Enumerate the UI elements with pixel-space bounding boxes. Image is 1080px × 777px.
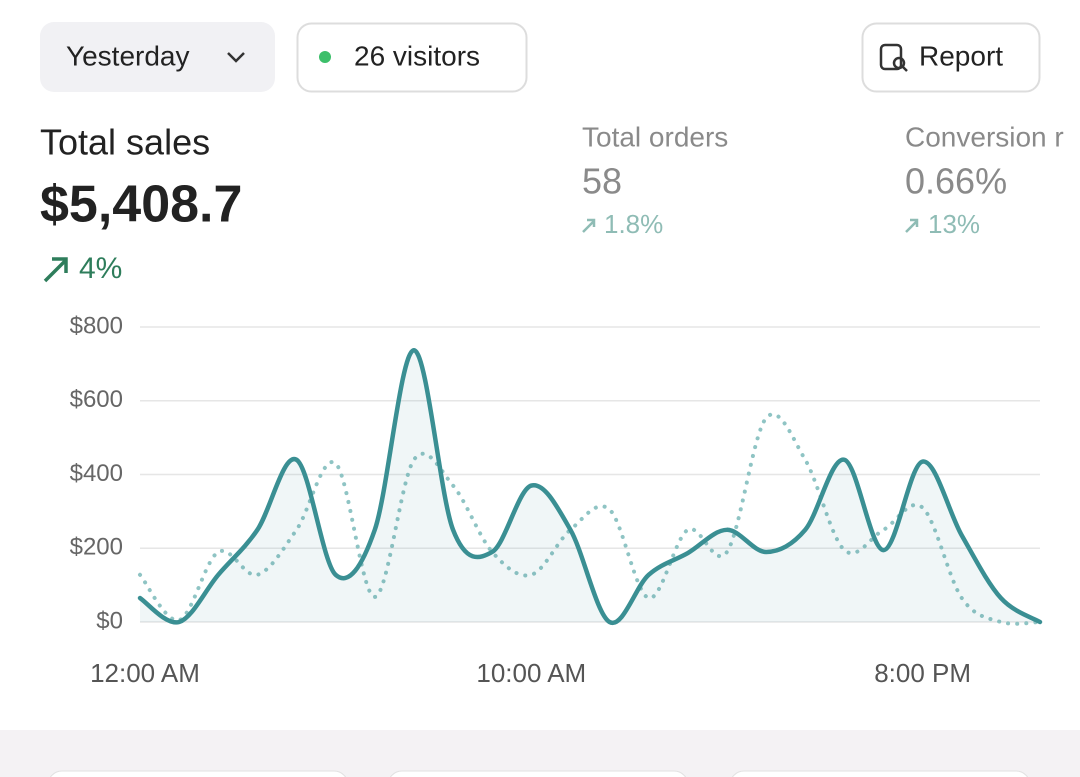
period-label: Yesterday [66, 40, 190, 71]
card[interactable] [48, 770, 348, 777]
y-tick-label: $600 [70, 386, 123, 413]
x-tick-label: 12:00 AM [90, 658, 200, 688]
card[interactable] [730, 770, 1030, 777]
metric-value: $5,408.7 [40, 176, 242, 234]
y-tick-label: $0 [96, 607, 123, 634]
y-tick-label: $400 [70, 460, 123, 487]
metric-value: 58 [582, 161, 622, 202]
x-tick-label: 10:00 AM [476, 658, 586, 688]
y-tick-label: $200 [70, 534, 123, 561]
metric-change: 1.8% [604, 209, 663, 239]
up-arrow [582, 218, 596, 233]
report-icon [879, 43, 908, 72]
metric-label: Conversion r [905, 121, 1064, 152]
metric-value: 0.66% [905, 161, 1007, 202]
visitors-button[interactable] [296, 22, 528, 93]
line [137, 347, 1043, 625]
period-button[interactable] [40, 22, 275, 92]
x-tick-label: 8:00 PM [874, 658, 971, 688]
chevron [227, 52, 245, 63]
metric-label: Total orders [582, 121, 728, 152]
report-label: Report [919, 40, 1003, 71]
report-button[interactable] [861, 22, 1041, 93]
card[interactable] [388, 770, 688, 777]
metric-change: 4% [79, 252, 122, 285]
visitors-label: 26 visitors [354, 40, 480, 71]
line [138, 412, 1042, 626]
up-arrow [905, 218, 919, 233]
live-dot [319, 51, 331, 63]
up-arrow [43, 257, 68, 283]
y-tick-label: $800 [70, 312, 123, 339]
bottom-panel [0, 730, 1080, 777]
metric-label: Total sales [40, 122, 210, 163]
metric-change: 13% [928, 209, 980, 239]
